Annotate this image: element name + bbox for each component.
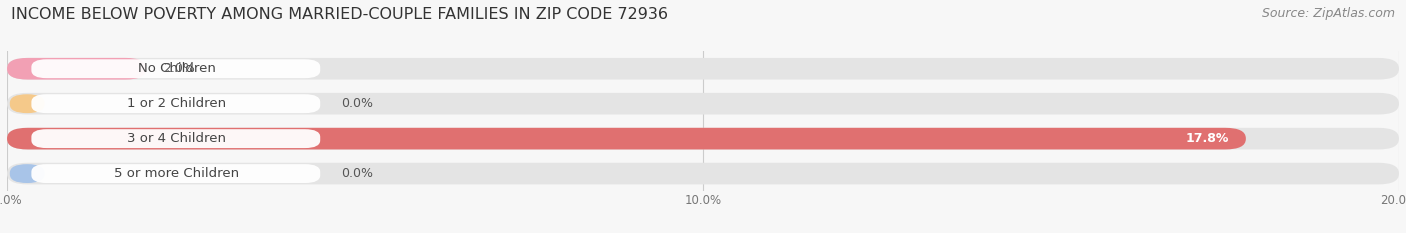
FancyBboxPatch shape: [10, 94, 45, 113]
Text: 5 or more Children: 5 or more Children: [114, 167, 239, 180]
Text: 2.0%: 2.0%: [163, 62, 195, 75]
Text: 1 or 2 Children: 1 or 2 Children: [128, 97, 226, 110]
Text: 3 or 4 Children: 3 or 4 Children: [128, 132, 226, 145]
FancyBboxPatch shape: [7, 58, 146, 80]
FancyBboxPatch shape: [7, 163, 1399, 185]
FancyBboxPatch shape: [10, 129, 45, 148]
FancyBboxPatch shape: [31, 94, 321, 113]
Text: No Children: No Children: [138, 62, 215, 75]
FancyBboxPatch shape: [10, 59, 45, 78]
Text: INCOME BELOW POVERTY AMONG MARRIED-COUPLE FAMILIES IN ZIP CODE 72936: INCOME BELOW POVERTY AMONG MARRIED-COUPL…: [11, 7, 668, 22]
FancyBboxPatch shape: [7, 128, 1246, 150]
FancyBboxPatch shape: [10, 164, 45, 183]
Text: 0.0%: 0.0%: [342, 97, 373, 110]
Text: 17.8%: 17.8%: [1185, 132, 1229, 145]
FancyBboxPatch shape: [31, 164, 321, 183]
Text: 0.0%: 0.0%: [342, 167, 373, 180]
FancyBboxPatch shape: [7, 93, 1399, 115]
FancyBboxPatch shape: [31, 129, 321, 148]
Text: Source: ZipAtlas.com: Source: ZipAtlas.com: [1261, 7, 1395, 20]
FancyBboxPatch shape: [31, 59, 321, 78]
FancyBboxPatch shape: [7, 58, 1399, 80]
FancyBboxPatch shape: [7, 128, 1399, 150]
